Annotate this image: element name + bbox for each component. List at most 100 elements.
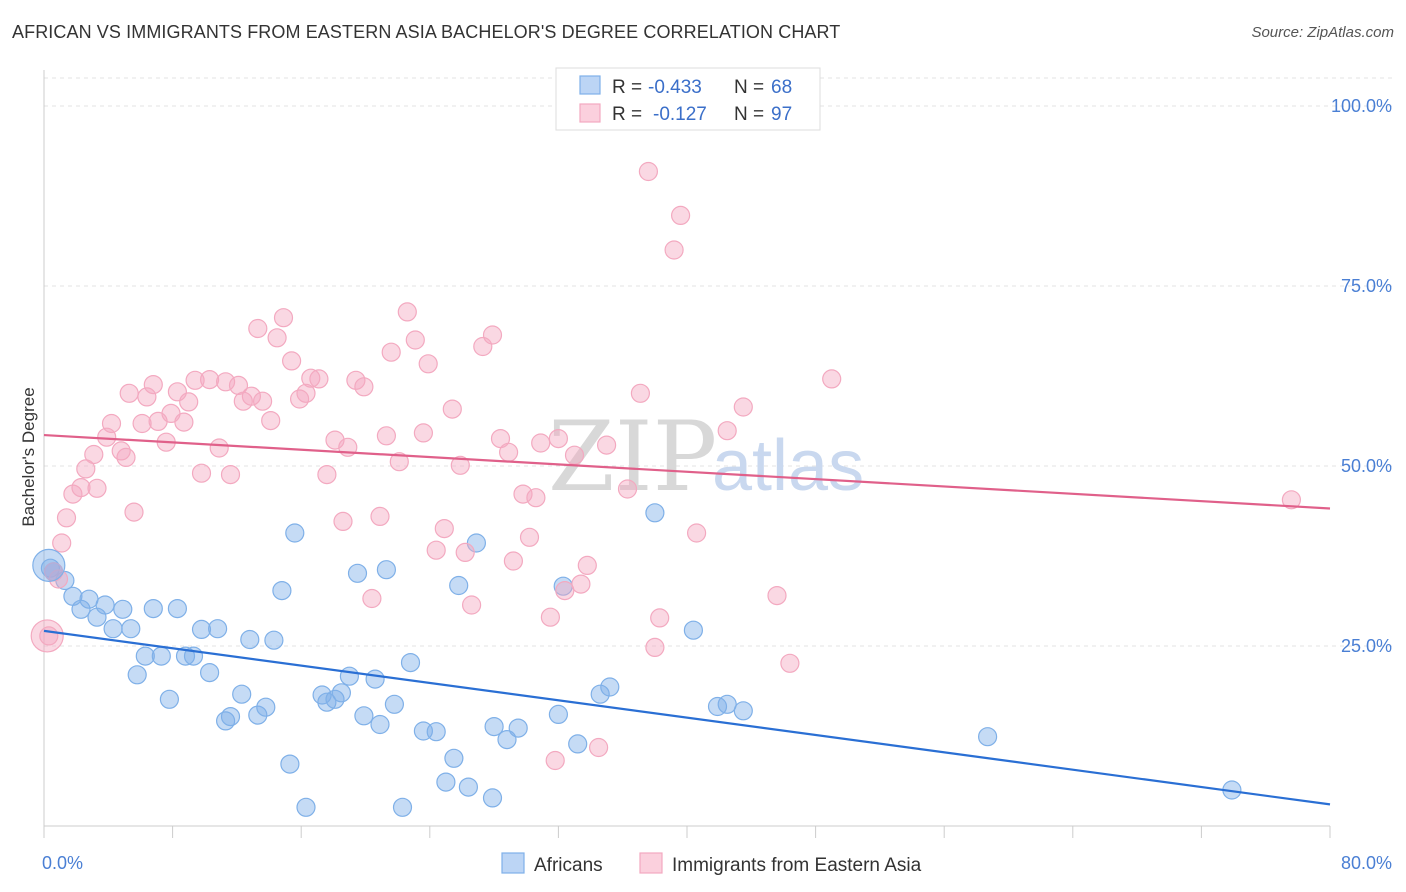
point-eastern-asia: [455, 542, 475, 563]
point-eastern-asia: [267, 328, 287, 348]
point-eastern-asia: [228, 375, 249, 395]
point-eastern-asia: [370, 506, 390, 527]
point-africans: [590, 684, 610, 704]
point-eastern-asia: [137, 387, 157, 407]
point-eastern-asia: [241, 386, 261, 406]
point-eastern-asia: [780, 653, 800, 673]
point-africans: [426, 722, 446, 742]
point-eastern-asia: [333, 511, 353, 532]
x-tick-label-min: 0.0%: [42, 853, 83, 873]
y-axis-title: Bachelor's Degree: [19, 387, 38, 526]
x-tick-label-max: 80.0%: [1341, 853, 1392, 873]
point-eastern-asia: [389, 452, 409, 472]
stats-box: R = -0.433 N = 68 R = -0.127 N = 97: [555, 67, 821, 131]
y-tick-label: 50.0%: [1341, 456, 1392, 476]
point-eastern-asia: [462, 595, 482, 615]
point-eastern-asia: [220, 465, 241, 485]
point-eastern-asia: [301, 368, 321, 388]
data-points: [30, 161, 1302, 817]
point-africans: [191, 619, 212, 640]
stats-n-label-2: N =: [734, 104, 764, 125]
point-africans: [135, 646, 155, 666]
point-eastern-asia: [309, 369, 329, 389]
point-eastern-asia: [52, 533, 72, 553]
point-eastern-asia: [638, 161, 659, 182]
point-africans: [497, 729, 517, 750]
point-africans: [645, 503, 665, 523]
point-africans: [717, 694, 737, 714]
point-africans: [482, 788, 503, 808]
point-eastern-asia: [119, 383, 139, 403]
point-eastern-asia: [482, 325, 503, 345]
point-africans: [568, 734, 588, 754]
point-eastern-asia: [767, 585, 787, 606]
point-eastern-asia: [376, 426, 396, 446]
point-eastern-asia: [71, 478, 91, 498]
point-eastern-asia: [261, 411, 281, 431]
point-africans: [508, 718, 528, 738]
point-eastern-asia: [577, 555, 597, 576]
point-africans: [127, 665, 147, 685]
point-eastern-asia: [548, 429, 569, 449]
point-eastern-asia: [143, 375, 163, 395]
point-africans: [400, 652, 421, 673]
chart-title: AFRICAN VS IMMIGRANTS FROM EASTERN ASIA …: [12, 22, 841, 42]
point-eastern-asia: [48, 569, 69, 589]
point-africans: [977, 727, 998, 747]
point-africans: [232, 684, 252, 704]
point-africans: [121, 619, 141, 639]
point-africans: [40, 558, 61, 578]
point-eastern-asia: [531, 433, 551, 453]
point-eastern-asia: [362, 588, 382, 609]
watermark-zip: ZIP: [548, 401, 717, 513]
point-eastern-asia: [87, 478, 107, 498]
point-eastern-asia: [354, 377, 374, 397]
point-africans: [458, 777, 478, 797]
point-eastern-asia: [564, 445, 585, 465]
point-africans: [436, 772, 456, 792]
point-eastern-asia: [571, 574, 591, 594]
point-eastern-asia: [405, 330, 425, 350]
point-africans: [600, 677, 620, 697]
stats-swatch-africans: [579, 75, 601, 95]
source-label: Source: ZipAtlas.com: [1251, 24, 1394, 41]
stats-r-label-1: R =: [612, 77, 642, 98]
point-eastern-asia: [555, 580, 575, 601]
point-africans: [484, 716, 504, 737]
stats-swatch-eastern-asia: [579, 103, 601, 123]
point-africans: [95, 595, 115, 615]
y-tick-label: 75.0%: [1341, 276, 1392, 296]
axes: [43, 70, 1331, 838]
point-eastern-asia: [645, 637, 665, 658]
point-eastern-asia: [185, 370, 205, 390]
point-africans: [444, 748, 464, 768]
point-eastern-asia-large: [30, 619, 64, 653]
watermark-atlas: atlas: [712, 426, 864, 506]
point-africans: [354, 706, 374, 726]
point-eastern-asia: [191, 463, 212, 483]
point-eastern-asia: [381, 342, 401, 362]
point-eastern-asia: [397, 302, 417, 322]
point-eastern-asia: [124, 502, 144, 522]
trend-lines: [43, 433, 1331, 806]
point-eastern-asia: [56, 508, 77, 528]
point-eastern-asia: [346, 370, 366, 390]
point-eastern-asia: [596, 435, 617, 455]
point-africans: [240, 629, 260, 650]
gridlines: [44, 77, 1392, 647]
point-eastern-asia: [248, 318, 268, 339]
legend-label-eastern-asia: Immigrants from Eastern Asia: [672, 855, 922, 876]
point-africans: [159, 689, 179, 709]
point-africans: [151, 646, 171, 666]
y-tick-labels: 25.0% 50.0% 75.0% 100.0%: [1331, 96, 1392, 656]
x-tick-labels: 0.0% 80.0%: [42, 853, 1392, 873]
point-eastern-asia: [84, 444, 104, 465]
point-africans: [339, 666, 359, 686]
point-eastern-asia: [253, 391, 273, 411]
y-tick-label: 25.0%: [1341, 636, 1392, 656]
point-eastern-asia: [540, 607, 561, 627]
stats-r-value-1: -0.433: [648, 77, 702, 98]
point-eastern-asia: [545, 750, 565, 771]
point-africans: [143, 598, 163, 619]
